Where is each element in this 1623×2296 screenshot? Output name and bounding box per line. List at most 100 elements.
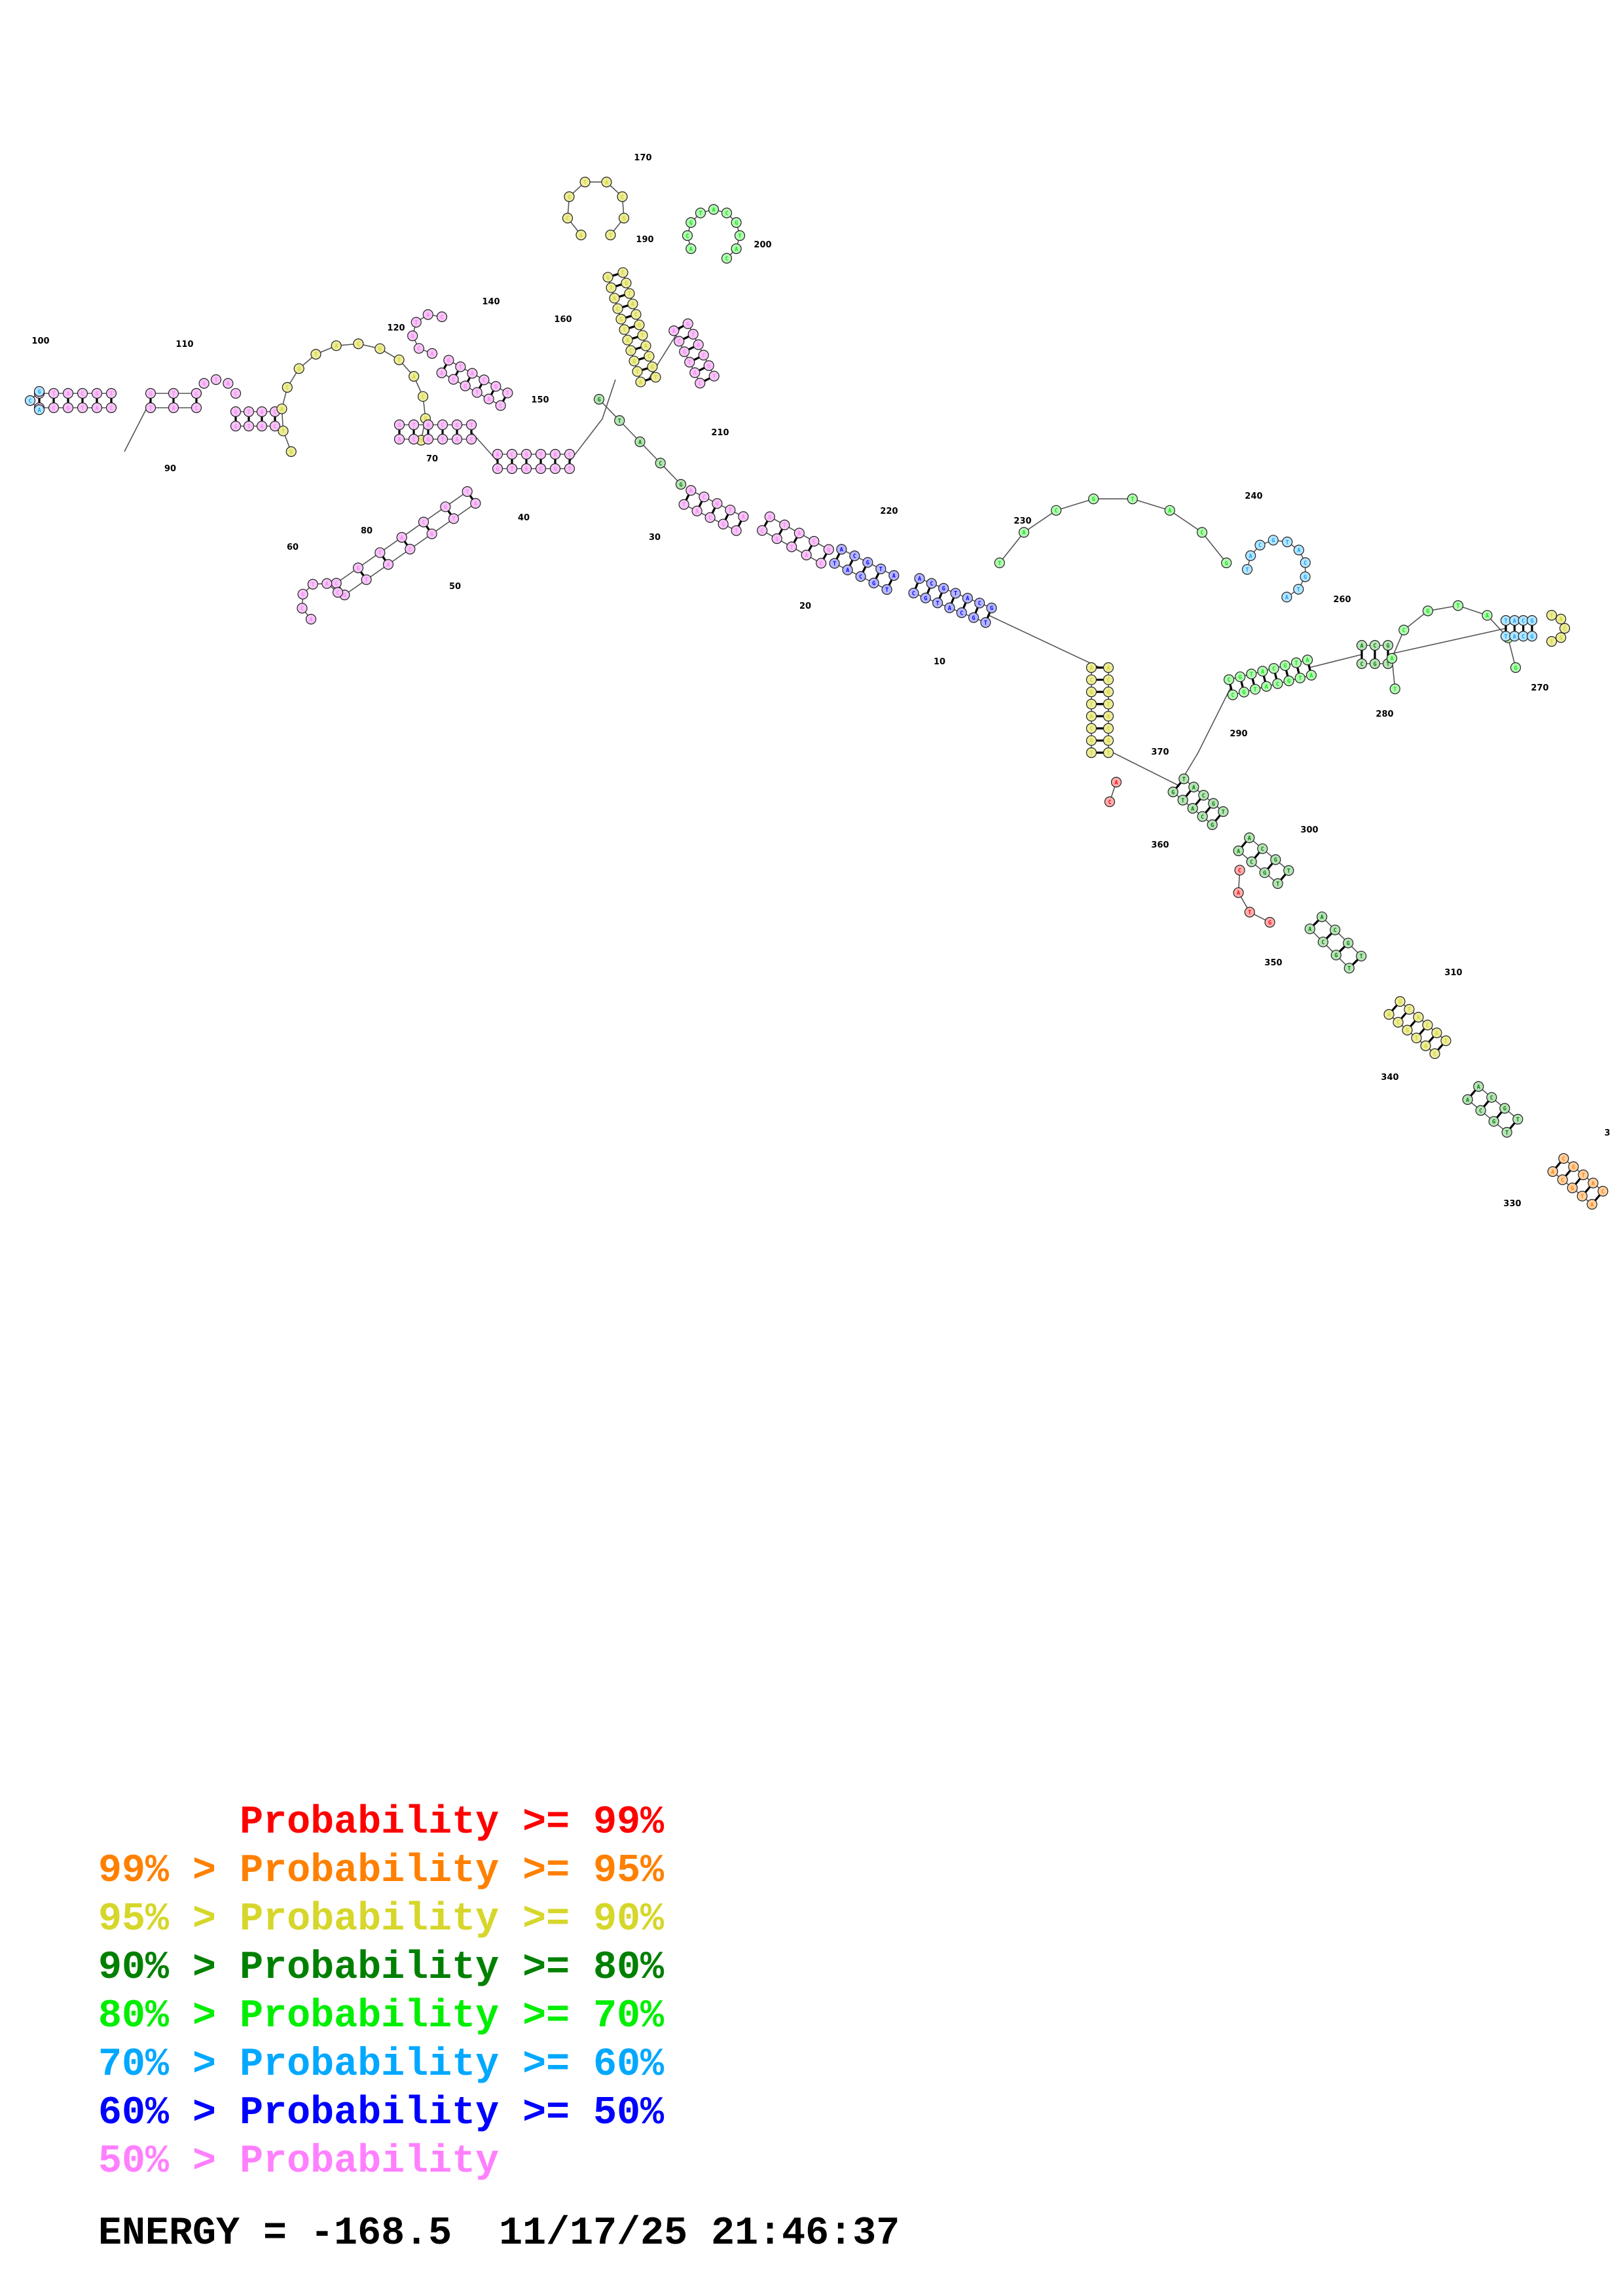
nucleotide-letter: C [1402, 628, 1406, 634]
nucleotide-circle [698, 350, 709, 361]
nucleotide-circle [1085, 662, 1097, 673]
nucleotide-letter: T [1408, 1007, 1411, 1013]
nucleotide-letter: A [335, 343, 338, 350]
nucleotide: T [1452, 600, 1464, 611]
nucleotide: T [210, 374, 222, 386]
nucleotide-letter: G [301, 592, 304, 598]
nucleotide-letter: G [424, 416, 427, 423]
nucleotide-letter: G [234, 423, 237, 430]
nucleotide: A [1420, 1040, 1431, 1051]
nucleotide-circle [674, 336, 685, 347]
nucleotide: C [418, 516, 429, 528]
nucleotide-letter: C [409, 547, 412, 553]
nucleotide: A [382, 559, 394, 570]
nucleotide-circle [624, 288, 635, 299]
nucleotide-circle [1103, 674, 1114, 685]
nucleotide-letter: G [1304, 575, 1307, 581]
nucleotide: T [950, 588, 961, 599]
nucleotide-letter: G [1212, 801, 1215, 808]
nucleotide: A [256, 406, 268, 418]
nucleotide: T [678, 499, 689, 510]
nucleotide-circle [418, 516, 429, 528]
nucleotide-letter: C [357, 342, 360, 348]
nucleotide-letter: C [1601, 1189, 1605, 1195]
nucleotide: T [1103, 698, 1114, 709]
nucleotide: T [535, 448, 547, 460]
nucleotide-circle [332, 586, 344, 598]
nucleotide: T [829, 558, 840, 569]
nucleotide: C [1246, 856, 1257, 867]
nucleotide-circle [868, 577, 879, 588]
nucleotide-circle [974, 598, 985, 609]
nucleotide-circle [731, 217, 742, 228]
nucleotide-letter: G [651, 365, 654, 371]
nucleotide: C [1356, 658, 1368, 670]
nucleotide-letter: G [689, 220, 693, 226]
nucleotide-circle [495, 400, 506, 411]
nucleotide: A [1462, 1094, 1473, 1105]
nucleotide: G [520, 448, 532, 460]
nucleotide: G [1085, 735, 1097, 746]
nucleotide: C [956, 607, 967, 619]
nucleotide-letter: C [761, 528, 764, 535]
nucleotide-circle [145, 402, 156, 414]
nucleotide-letter: A [742, 514, 745, 521]
nucleotide: C [77, 387, 88, 399]
position-label: 10 [934, 657, 945, 667]
nucleotide-letter: A [496, 452, 499, 458]
nucleotide: T [310, 349, 321, 360]
nucleotide: T [687, 329, 699, 340]
nucleotide: G [440, 501, 451, 512]
nucleotide-circle [33, 404, 45, 416]
nucleotide-letter: G [597, 397, 600, 403]
nucleotide-letter: A [325, 581, 329, 588]
nucleotide-letter: T [738, 233, 741, 240]
nucleotide-letter: T [1415, 1035, 1418, 1042]
position-label: 280 [1376, 709, 1393, 719]
nucleotide-circle [629, 355, 640, 367]
nucleotide-letter: T [311, 582, 314, 588]
nucleotide: A [1547, 1166, 1558, 1177]
nucleotide-letter: T [510, 466, 513, 473]
backbone-segment [1391, 605, 1516, 689]
nucleotide-circle [888, 570, 900, 581]
nucleotide-circle [562, 213, 574, 224]
nucleotide-circle [1398, 624, 1410, 636]
nucleotide-circle [712, 498, 723, 509]
nucleotide: G [492, 463, 503, 475]
nucleotide-letter: G [1225, 560, 1228, 567]
nucleotide: G [764, 511, 775, 522]
nucleotide-letter: T [618, 418, 621, 425]
nucleotide: T [502, 387, 513, 399]
nucleotide-circle [1257, 666, 1268, 677]
nucleotide: C [331, 577, 342, 589]
nucleotide-circle [1085, 723, 1097, 734]
nucleotide: T [779, 519, 790, 531]
nucleotide: C [1085, 723, 1097, 734]
nucleotide: A [305, 613, 317, 625]
nucleotide: T [932, 598, 943, 609]
nucleotide-letter: A [695, 509, 699, 515]
nucleotide-letter: G [768, 514, 771, 521]
nucleotide-letter: C [1433, 1051, 1436, 1058]
nucleotide-letter: C [725, 256, 728, 262]
position-label: 260 [1333, 595, 1351, 605]
backbone-segment [569, 379, 616, 462]
nucleotide: C [1254, 539, 1266, 550]
nucleotide-letter: T [441, 437, 444, 443]
nucleotide-letter: C [659, 461, 662, 467]
nucleotide-circle [1411, 1032, 1422, 1043]
legend-sep: > [169, 1994, 240, 2039]
nucleotide-letter: G [289, 449, 293, 456]
nucleotide-letter: C [1360, 661, 1363, 668]
nucleotide-circle [757, 525, 768, 536]
nucleotide-letter: T [506, 391, 509, 397]
nucleotide: C [1317, 937, 1328, 948]
nucleotide-letter: C [647, 354, 651, 361]
nucleotide-letter: A [1106, 665, 1110, 672]
nucleotide-letter: G [619, 317, 623, 323]
nucleotide-letter: G [1398, 999, 1402, 1005]
nucleotide-circle [950, 588, 961, 599]
nucleotide-circle [77, 402, 88, 414]
nucleotide-letter: G [1386, 643, 1389, 649]
